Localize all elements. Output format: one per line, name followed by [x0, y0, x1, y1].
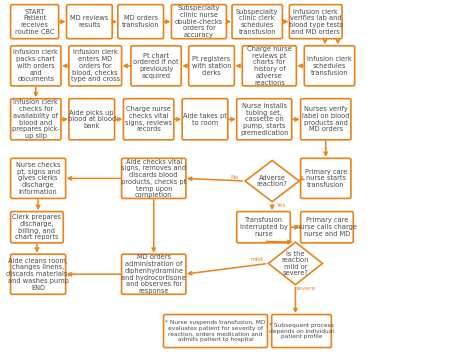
FancyBboxPatch shape: [172, 5, 227, 39]
FancyBboxPatch shape: [301, 99, 351, 140]
Text: * Nurse suspends transfusion, MD
evaluates patient for severity of
reaction, ord: * Nurse suspends transfusion, MD evaluat…: [165, 320, 266, 342]
FancyBboxPatch shape: [304, 46, 355, 86]
FancyBboxPatch shape: [232, 5, 283, 39]
FancyBboxPatch shape: [301, 158, 351, 198]
FancyBboxPatch shape: [290, 5, 342, 39]
FancyBboxPatch shape: [237, 212, 290, 243]
Text: Aide cleans room,
changes linens,
discards materials,
and washes pump
END: Aide cleans room, changes linens, discar…: [7, 258, 70, 291]
Text: Primary care
nurse calls charge
nurse and MD: Primary care nurse calls charge nurse an…: [296, 218, 357, 237]
FancyBboxPatch shape: [66, 5, 112, 39]
FancyBboxPatch shape: [272, 315, 331, 348]
Text: Aide checks vital
signs, removes and
discards blood
products, checks pt
temp upo: Aide checks vital signs, removes and dis…: [121, 159, 186, 198]
Text: Infusion clerk
verifies lab and
blood type tests
and MD orders: Infusion clerk verifies lab and blood ty…: [289, 9, 343, 35]
FancyBboxPatch shape: [10, 99, 61, 140]
Text: Subspecialty
clinic nurse
double-checks
orders for
accuracy: Subspecialty clinic nurse double-checks …: [175, 5, 223, 38]
FancyBboxPatch shape: [118, 5, 164, 39]
Text: severe: severe: [296, 286, 316, 291]
Polygon shape: [245, 160, 299, 202]
FancyBboxPatch shape: [10, 46, 61, 86]
FancyBboxPatch shape: [10, 212, 64, 243]
FancyBboxPatch shape: [301, 212, 353, 243]
FancyBboxPatch shape: [242, 46, 296, 86]
Text: Nurse installs
tubing set,
cassette on
pump, starts
premedication: Nurse installs tubing set, cassette on p…: [240, 103, 288, 136]
FancyBboxPatch shape: [189, 46, 234, 86]
Text: Infusion clerk
checks for
availability of
blood and
prepares pick-
up slip: Infusion clerk checks for availability o…: [12, 99, 60, 139]
Text: START
Patient
receives
routine CBC: START Patient receives routine CBC: [15, 9, 55, 35]
Text: Pt registers
with station
clerks: Pt registers with station clerks: [192, 56, 231, 76]
FancyBboxPatch shape: [131, 46, 181, 86]
Text: Clerk prepares
discharge,
billing, and
chart reports: Clerk prepares discharge, billing, and c…: [12, 214, 62, 240]
FancyBboxPatch shape: [182, 99, 228, 140]
Text: MD orders
administration of
diphenhydramine
and hydrocortisone
and observes for
: MD orders administration of diphenhydram…: [121, 255, 186, 294]
FancyBboxPatch shape: [69, 99, 115, 140]
Text: MD orders
transfusion: MD orders transfusion: [122, 15, 159, 28]
Text: Transfusion
interrupted by
nurse: Transfusion interrupted by nurse: [239, 218, 287, 237]
Text: MD reviews
results: MD reviews results: [70, 15, 109, 28]
Text: Infusion clerk
packs chart
with orders
and
documents: Infusion clerk packs chart with orders a…: [13, 49, 58, 82]
FancyBboxPatch shape: [121, 254, 186, 294]
Text: Charge nurse
reviews pt
charts for
history of
adverse
reactions: Charge nurse reviews pt charts for histo…: [247, 46, 292, 86]
FancyBboxPatch shape: [164, 315, 267, 348]
FancyBboxPatch shape: [10, 254, 65, 294]
Polygon shape: [268, 242, 322, 285]
Text: Primary care
nurse starts
transfusion: Primary care nurse starts transfusion: [305, 169, 347, 188]
FancyBboxPatch shape: [69, 46, 121, 86]
Text: Pt chart
ordered if not
previously
acquired: Pt chart ordered if not previously acqui…: [133, 53, 179, 79]
Text: Infusion clerk
schedules
transfusion: Infusion clerk schedules transfusion: [307, 56, 352, 76]
Text: Adverse
reaction?: Adverse reaction?: [257, 175, 288, 187]
FancyBboxPatch shape: [237, 99, 292, 140]
Text: Charge nurse
checks vital
signs, reviews
records: Charge nurse checks vital signs, reviews…: [125, 106, 172, 132]
Text: mild: mild: [250, 257, 263, 262]
Text: Is the
reaction
mild or
severe?: Is the reaction mild or severe?: [282, 251, 309, 276]
FancyBboxPatch shape: [10, 5, 59, 39]
Text: No: No: [231, 175, 239, 180]
FancyBboxPatch shape: [121, 158, 186, 198]
Text: Aide picks up
blood at blood
bank: Aide picks up blood at blood bank: [68, 110, 116, 129]
Text: Yes: Yes: [276, 203, 285, 208]
Text: Infusion clerk
enters MD
orders for
blood, checks
type and cross: Infusion clerk enters MD orders for bloo…: [71, 49, 120, 82]
Text: Aide takes pt
to room: Aide takes pt to room: [183, 113, 227, 126]
Text: Nurses verify
label on blood
products and
MD orders: Nurses verify label on blood products an…: [302, 106, 349, 132]
FancyBboxPatch shape: [123, 99, 174, 140]
FancyBboxPatch shape: [10, 158, 65, 198]
Text: Nurse checks
pt, signs and
gives clerks
discharge
information: Nurse checks pt, signs and gives clerks …: [16, 162, 60, 195]
Text: * Subsequent process
depends on individual
patient profile: * Subsequent process depends on individu…: [269, 323, 334, 339]
Text: Subspecialty
clinic clerk
schedules
transfusion: Subspecialty clinic clerk schedules tran…: [236, 9, 278, 35]
